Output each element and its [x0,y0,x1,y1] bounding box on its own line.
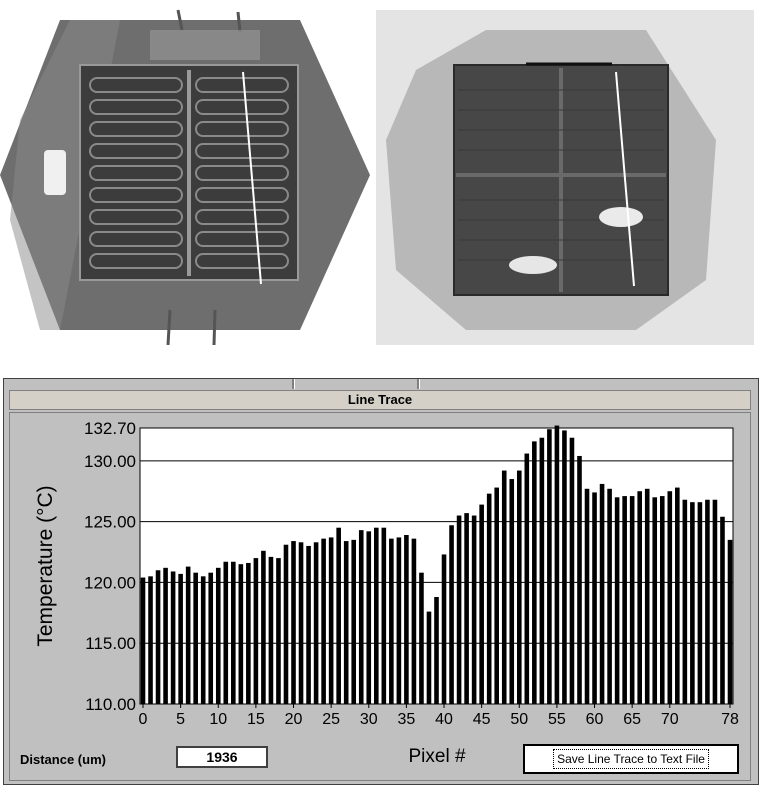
distance-label: Distance (um) [20,752,106,767]
line-trace-window: Line Trace [3,378,759,785]
distance-field[interactable]: 1936 [176,746,268,768]
window-title: Line Trace [9,390,751,410]
window-top-strip [4,379,758,389]
top-strip-divider[interactable] [417,379,420,389]
save-line-trace-button[interactable]: Save Line Trace to Text File [523,744,739,774]
save-button-label: Save Line Trace to Text File [553,749,709,769]
optical-image [0,0,372,345]
chart-panel [9,412,751,781]
thermal-image [376,10,754,345]
top-strip-divider[interactable] [292,379,295,389]
